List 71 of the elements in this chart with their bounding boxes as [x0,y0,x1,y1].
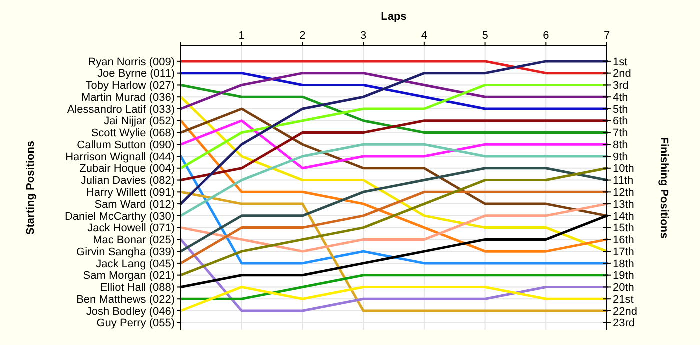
y-tick-label: 22nd [613,306,638,318]
line-series [180,72,608,110]
text: Guy Perry (055) [96,318,175,330]
y-tick-label: 3rd [613,80,629,92]
y-axis-title: Finishing Positions [658,137,670,239]
x-tick-label: 1 [238,30,245,42]
text: Josh Bodley (046) [86,306,175,318]
text: Martin Murad (036) [81,92,175,104]
text: Toby Harlow (027) [86,80,175,92]
x-tick-label: 5 [482,30,488,42]
y-tick-label: 19th [613,270,634,282]
y-tick-label: 10th [613,163,634,176]
y-tick-label: 5th [613,104,628,116]
y-tick-label: 18th [613,258,634,270]
text: Harry Willett (091) [86,187,175,200]
y-tick-label: 11th [613,175,634,188]
y-tick-label: 21st [613,294,634,306]
y-tick-label: 4th [613,92,628,104]
text: Scott Wylie (068) [91,128,175,140]
x-tick-label: 4 [421,30,428,42]
line-series [180,84,608,134]
line-series [180,167,608,253]
text: Mac Bonar (025) [93,234,175,247]
text: Ben Matthews (022) [76,294,175,306]
line-series [180,143,608,218]
text: Julian Davies (082) [80,175,175,188]
y-tick-label: 23rd [613,318,636,330]
y-tick-label: 17th [613,246,634,258]
text: Girvin Sangha (039) [76,246,175,258]
line-series [180,108,608,218]
x-tick-label: 3 [360,30,367,42]
text: Alessandro Latif (033) [67,104,175,116]
text: Starting Positions [25,140,37,236]
text: Jack Howell (071) [88,222,175,235]
y-tick-label: 1st [613,56,628,68]
y-tick-label: 14th [613,210,634,223]
text: Daniel McCarthy (030) [64,210,175,223]
text: Callum Sutton (090) [77,139,175,152]
y-tick-label: 16th [613,234,634,247]
text: Joe Byrne (011) [98,68,175,80]
text: Ryan Norris (009) [88,56,175,68]
text: Jack Lang (045) [96,258,175,270]
line-series [180,96,608,253]
text: Elliot Hall (088) [100,282,175,294]
line-series [180,202,608,253]
line-series [180,60,608,206]
x-tick-label: 7 [604,30,610,42]
line-series [180,120,608,170]
line-series [180,84,608,170]
y-tick-label: 6th [613,116,628,128]
y-tick-label: 8th [613,139,628,152]
y-tick-label: 9th [613,151,628,164]
y-tick-label: 12th [613,187,634,200]
text: Sam Morgan (021) [83,270,175,282]
text: Harrison Wignall (044) [66,151,175,164]
text: Zubair Hoque (004) [80,163,175,176]
text: Sam Ward (012) [94,198,175,211]
line-series [180,120,608,253]
y-tick-label: 13th [613,198,634,211]
x-tick-label: 6 [543,30,550,42]
line-series [180,167,608,277]
y-tick-label: 15th [613,222,634,235]
x-tick-label: 2 [300,30,306,42]
line-series [180,120,608,182]
x-axis-title: Laps [381,11,407,23]
line-series [180,190,608,265]
text: Jai Nijjar (052) [104,116,175,128]
y-tick-label: 20th [613,282,634,294]
y-tick-label: 7th [613,128,628,140]
line-series [180,238,608,312]
y-tick-label: 2nd [613,68,632,80]
